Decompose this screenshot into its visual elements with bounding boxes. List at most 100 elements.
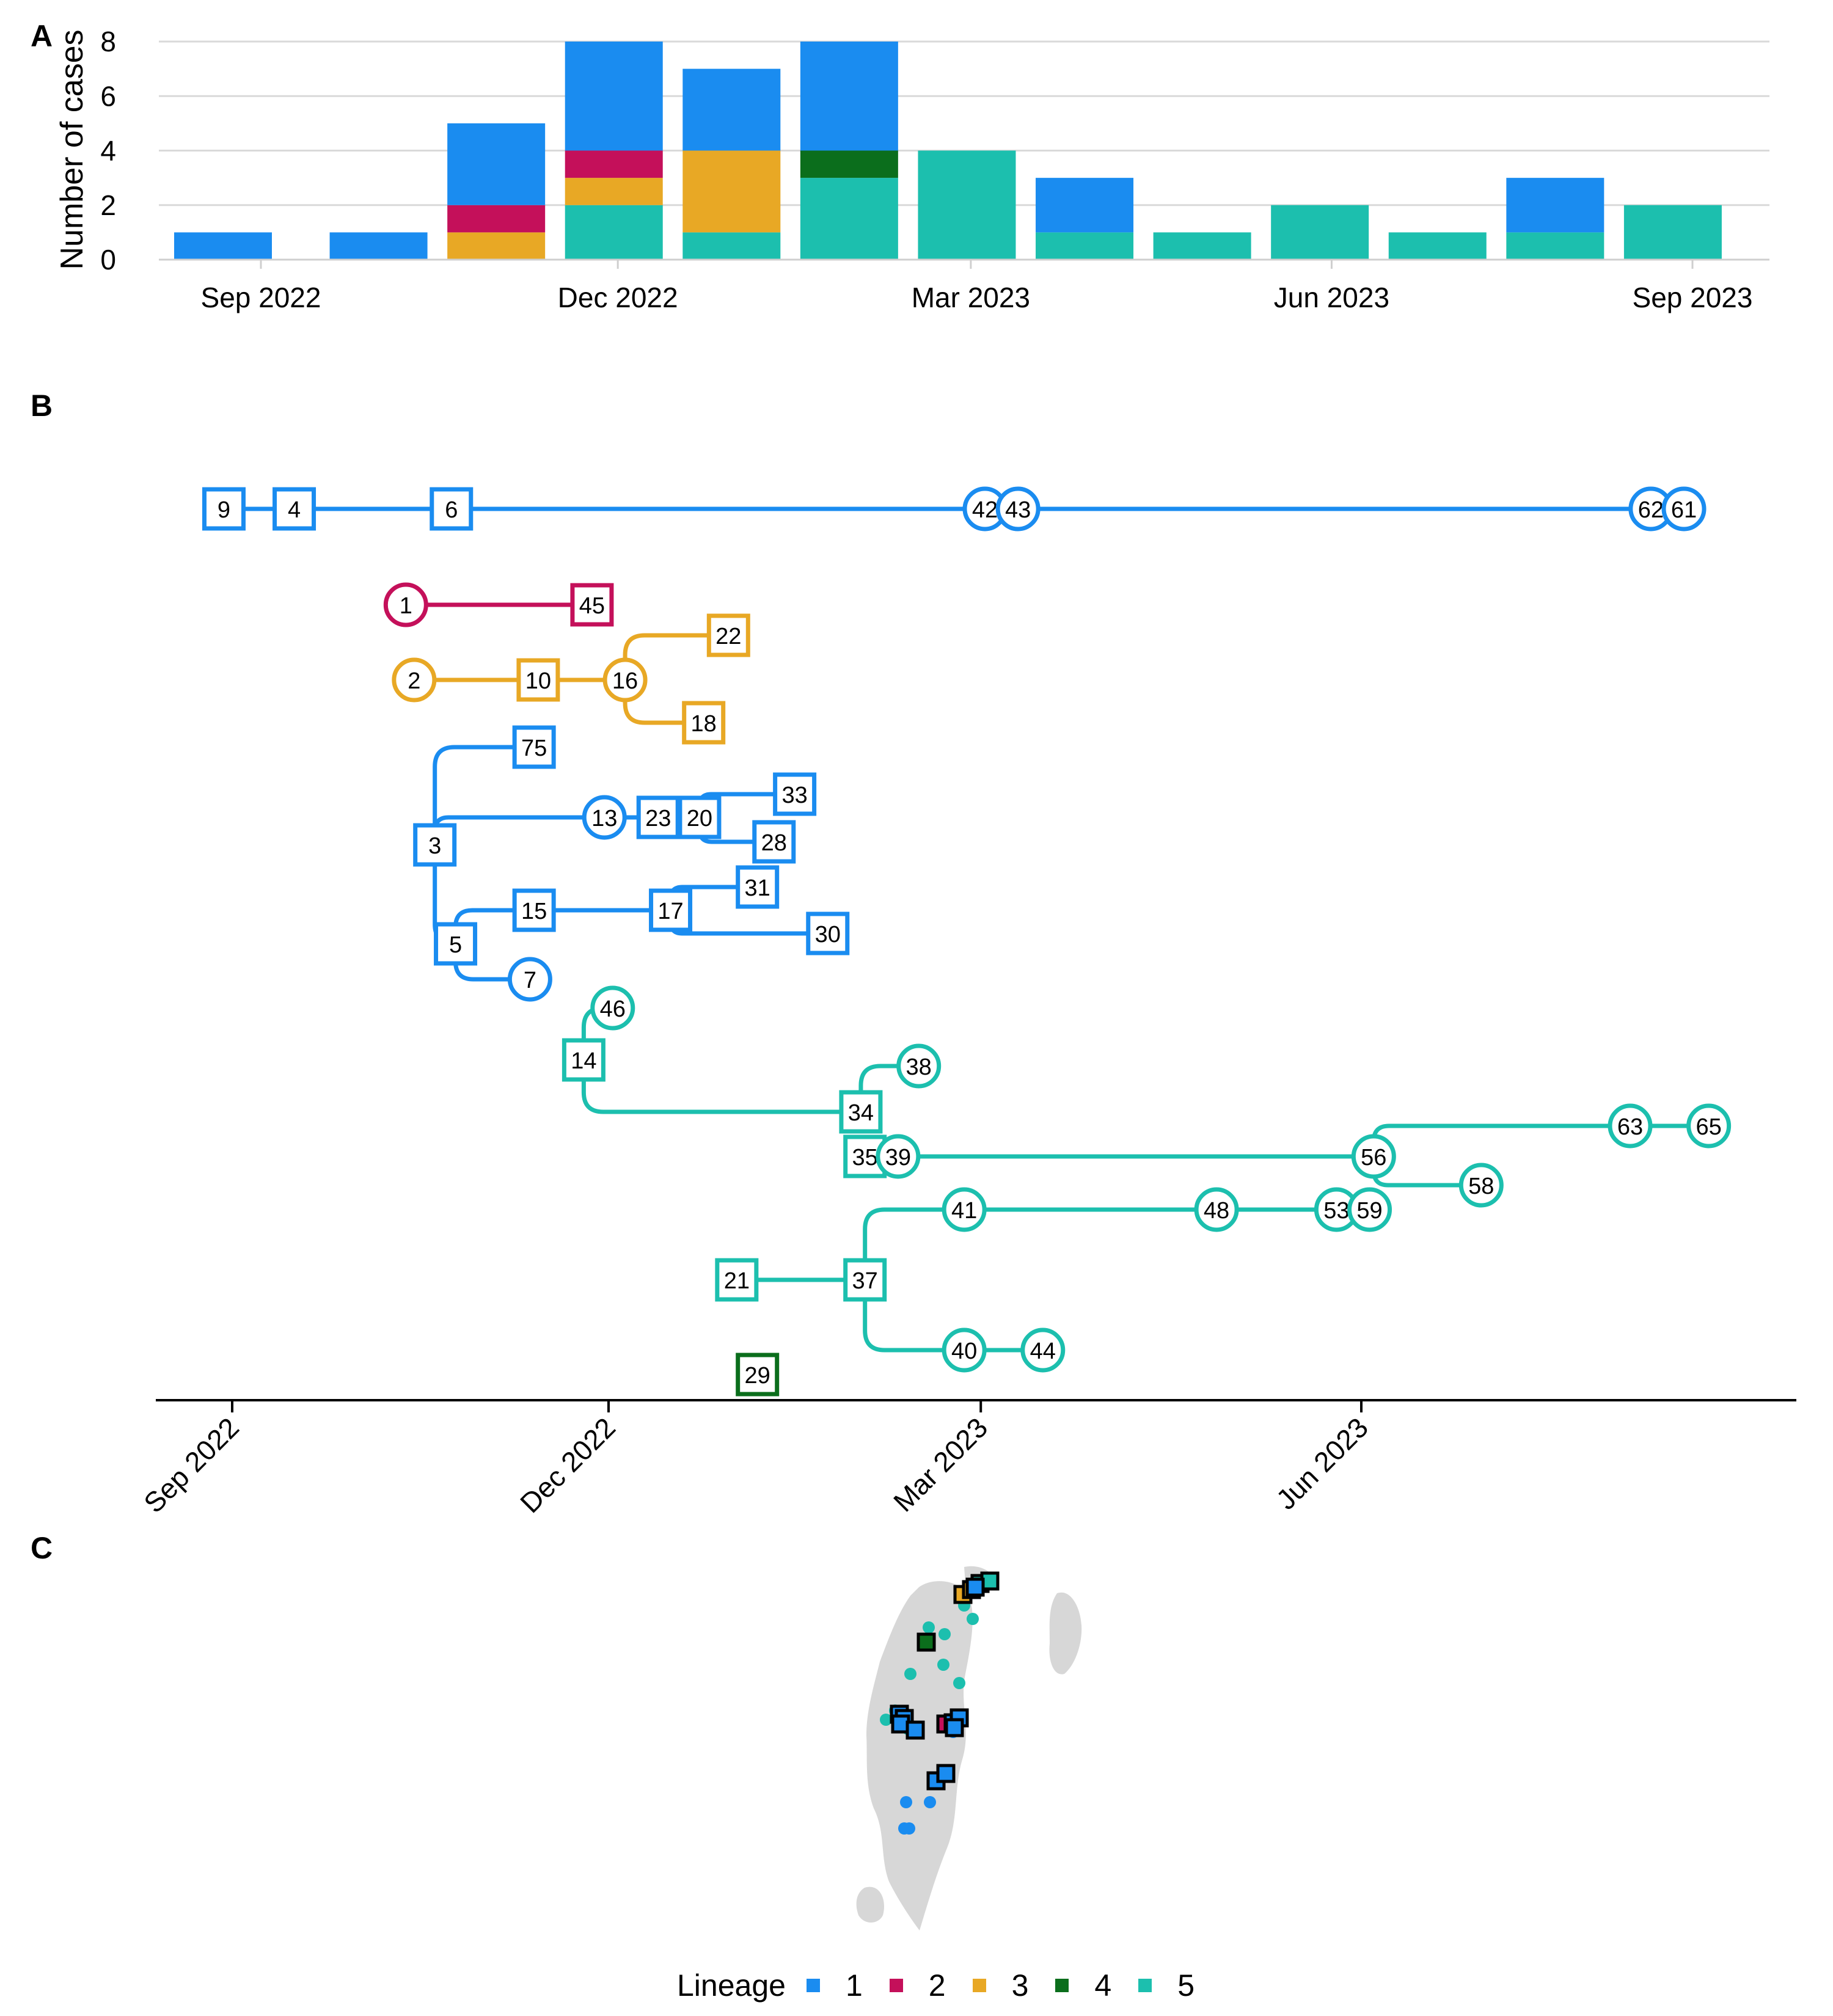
node-label: 44 bbox=[1030, 1339, 1056, 1364]
node-label: 37 bbox=[852, 1268, 878, 1294]
case-node-53: 53 bbox=[1314, 1187, 1359, 1232]
node-label: 4 bbox=[288, 497, 301, 523]
east-island bbox=[1049, 1592, 1082, 1675]
case-node-13: 13 bbox=[582, 795, 627, 840]
node-circle bbox=[942, 1187, 987, 1232]
node-circle bbox=[1686, 1103, 1732, 1149]
node-label: 6 bbox=[445, 497, 458, 523]
bar-segment-lineage-5 bbox=[682, 232, 781, 260]
case-node-20: 20 bbox=[678, 795, 722, 839]
case-node-46: 46 bbox=[590, 985, 635, 1031]
case-node-75: 75 bbox=[512, 725, 556, 769]
case-node-9: 9 bbox=[202, 487, 246, 531]
node-label: 9 bbox=[218, 497, 230, 523]
node-label: 29 bbox=[745, 1363, 770, 1389]
node-circle bbox=[582, 795, 627, 840]
x-tick-label: Sep 2022 bbox=[201, 282, 321, 313]
edge-37-41 bbox=[863, 1207, 965, 1280]
map-point-lineage-5 bbox=[967, 1613, 979, 1625]
node-circle bbox=[1458, 1163, 1504, 1208]
case-node-23: 23 bbox=[636, 795, 680, 839]
legend-swatch-4 bbox=[1055, 1979, 1069, 1992]
case-node-29: 29 bbox=[736, 1353, 780, 1397]
legend-item-4: 4 bbox=[1055, 1968, 1111, 2003]
node-label: 43 bbox=[1005, 497, 1031, 523]
node-label: 16 bbox=[612, 668, 638, 694]
map-point-lineage-5 bbox=[953, 1677, 965, 1689]
y-tick-label: 0 bbox=[100, 244, 116, 276]
case-node-31: 31 bbox=[736, 865, 780, 909]
bar-segment-lineage-1 bbox=[447, 123, 546, 205]
node-label: 59 bbox=[1356, 1198, 1382, 1224]
node-label: 31 bbox=[745, 875, 770, 901]
node-label: 45 bbox=[579, 593, 605, 619]
node-circle bbox=[590, 985, 635, 1031]
bar-segment-lineage-5 bbox=[1623, 205, 1722, 260]
map-point-lineage-5 bbox=[880, 1714, 892, 1726]
case-node-41: 41 bbox=[942, 1187, 987, 1232]
case-node-65: 65 bbox=[1686, 1103, 1732, 1149]
legend-swatch-3 bbox=[972, 1979, 986, 1992]
edge-3-75 bbox=[433, 745, 535, 845]
map-point-lineage-5 bbox=[938, 1628, 951, 1640]
node-circle bbox=[1194, 1187, 1239, 1232]
edge-37-40 bbox=[863, 1280, 965, 1353]
bar-segment-lineage-2 bbox=[447, 205, 546, 233]
node-label: 18 bbox=[691, 711, 717, 737]
bar-segment-lineage-5 bbox=[918, 150, 1016, 260]
node-label: 10 bbox=[525, 668, 551, 694]
lineage-legend: Lineage 1 2 3 4 5 bbox=[677, 1967, 1221, 2004]
case-node-22: 22 bbox=[706, 613, 750, 657]
case-node-4: 4 bbox=[273, 487, 316, 531]
node-label: 17 bbox=[657, 899, 683, 924]
node-square bbox=[273, 487, 316, 531]
y-axis-label: Number of cases bbox=[54, 29, 90, 269]
case-node-59: 59 bbox=[1347, 1187, 1392, 1232]
case-node-10: 10 bbox=[516, 658, 560, 702]
bar-segment-lineage-4 bbox=[800, 150, 898, 178]
map-square-lineage-1 bbox=[965, 1577, 985, 1597]
node-square bbox=[649, 888, 693, 932]
node-label: 63 bbox=[1617, 1114, 1643, 1140]
y-tick-label: 6 bbox=[100, 80, 116, 112]
y-tick-label: 8 bbox=[100, 26, 116, 57]
case-node-7: 7 bbox=[507, 957, 552, 1002]
case-node-33: 33 bbox=[773, 772, 817, 816]
case-node-15: 15 bbox=[512, 888, 556, 932]
node-square bbox=[562, 1038, 606, 1082]
case-node-39: 39 bbox=[876, 1134, 921, 1179]
map-point-lineage-5 bbox=[923, 1621, 935, 1634]
bar-segment-lineage-5 bbox=[1271, 205, 1369, 260]
node-square bbox=[715, 1258, 759, 1302]
case-node-34: 34 bbox=[839, 1090, 883, 1134]
node-label: 41 bbox=[951, 1198, 977, 1224]
node-label: 5 bbox=[449, 932, 462, 958]
node-label: 42 bbox=[972, 497, 998, 523]
node-square bbox=[570, 583, 614, 627]
node-label: 15 bbox=[521, 899, 547, 924]
case-node-21: 21 bbox=[715, 1258, 759, 1302]
edge-14-34 bbox=[581, 1060, 861, 1114]
legend-label-1: 1 bbox=[845, 1968, 863, 2003]
case-node-56: 56 bbox=[1351, 1134, 1396, 1179]
panel-c-label: C bbox=[31, 1531, 53, 1565]
node-label: 7 bbox=[524, 968, 536, 993]
case-node-38: 38 bbox=[896, 1043, 942, 1089]
node-square bbox=[413, 823, 457, 867]
panel-a-label: A bbox=[31, 19, 53, 53]
node-label: 65 bbox=[1696, 1114, 1721, 1140]
case-node-2: 2 bbox=[392, 657, 437, 703]
case-node-28: 28 bbox=[752, 820, 796, 864]
legend-swatch-2 bbox=[889, 1979, 903, 1992]
legend-swatch-1 bbox=[806, 1979, 820, 1992]
node-circle bbox=[1020, 1328, 1066, 1373]
legend-item-5: 5 bbox=[1138, 1968, 1195, 2003]
node-square bbox=[430, 487, 474, 531]
node-label: 46 bbox=[600, 996, 626, 1022]
node-label: 22 bbox=[715, 624, 741, 649]
node-label: 3 bbox=[428, 833, 441, 859]
bars bbox=[174, 42, 1722, 260]
map-square-lineage-1 bbox=[906, 1720, 925, 1740]
case-node-48: 48 bbox=[1194, 1187, 1239, 1232]
